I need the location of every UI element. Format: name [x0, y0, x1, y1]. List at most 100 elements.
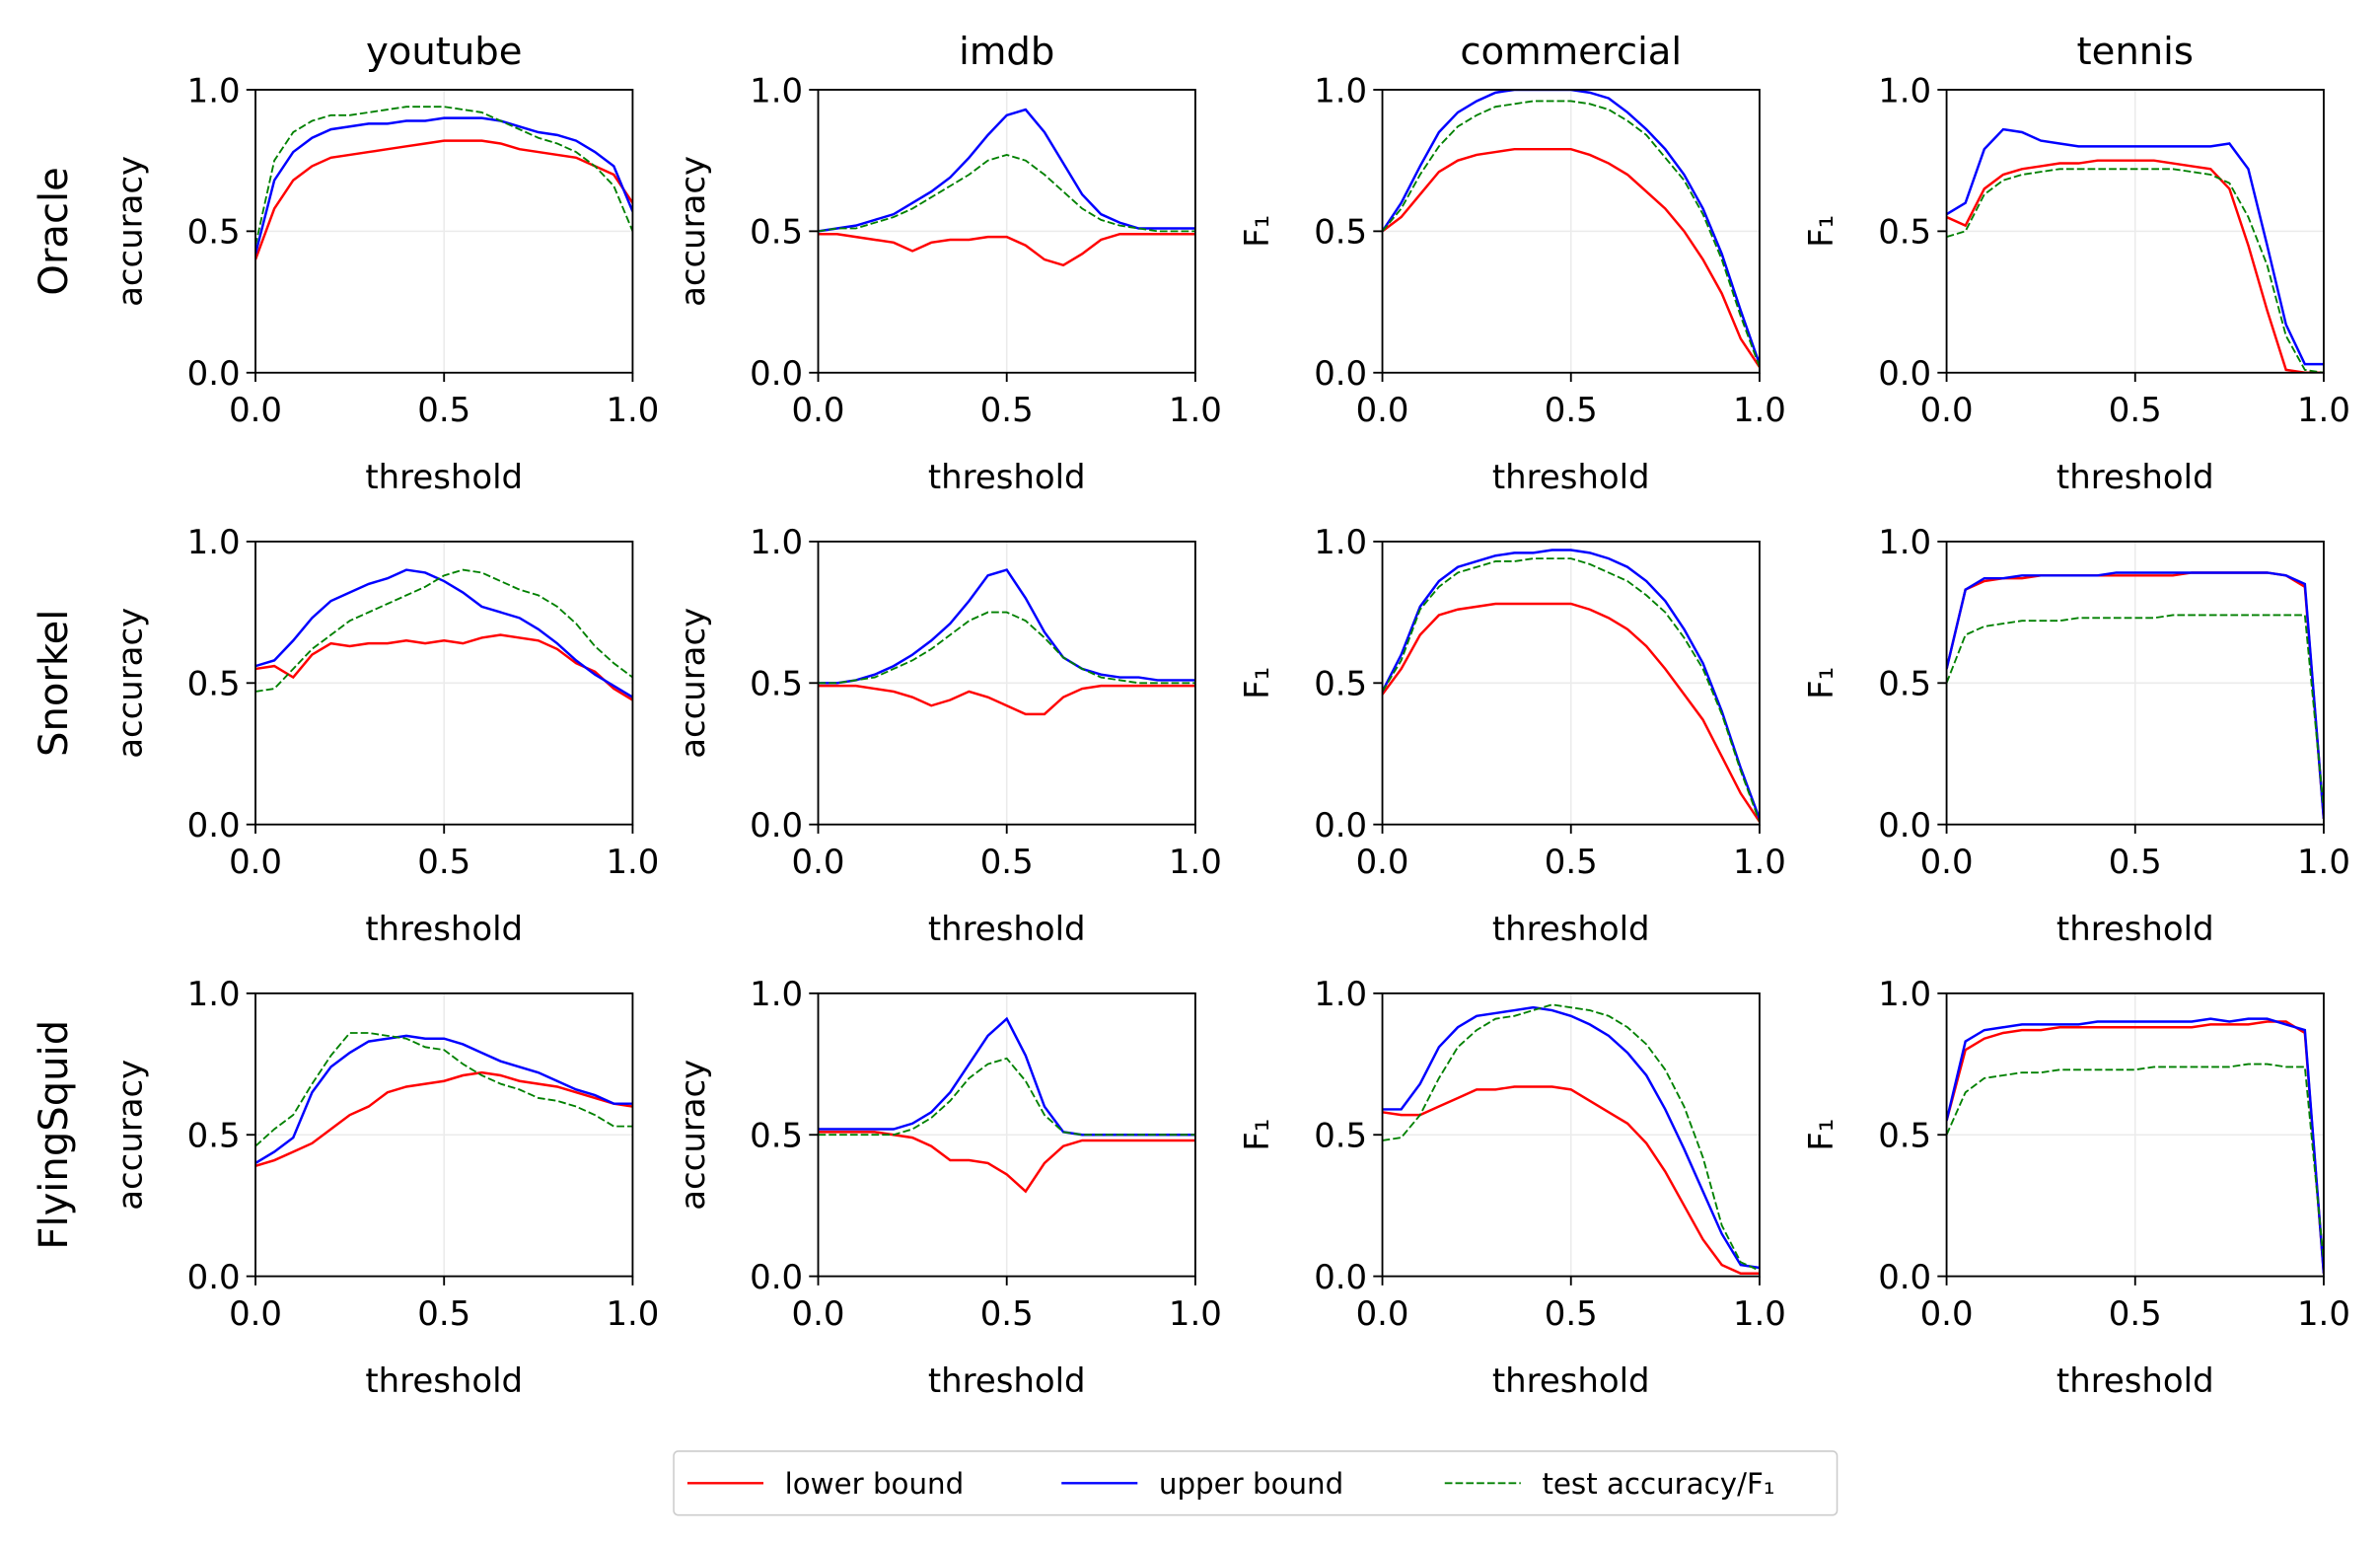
- legend-box: [673, 1450, 1839, 1516]
- x-axis-label: threshold: [928, 458, 1086, 496]
- y-tick-label: 1.0: [1878, 71, 1931, 110]
- x-tick-label: 0.5: [2109, 843, 2162, 881]
- x-tick-label: 0.5: [417, 1294, 470, 1333]
- y-tick-label: 0.0: [187, 1258, 241, 1296]
- x-tick-label: 0.0: [1920, 391, 1974, 429]
- series-line: [818, 233, 1195, 267]
- x-tick-label: 1.0: [606, 1294, 659, 1333]
- x-tick-label: 0.5: [417, 391, 470, 429]
- x-tick-label: 0.0: [229, 843, 282, 881]
- y-tick-label: 1.0: [750, 523, 803, 561]
- y-tick-label: 0.5: [750, 665, 803, 703]
- x-tick-label: 0.0: [792, 391, 845, 429]
- y-tick-label: 0.0: [1878, 806, 1931, 845]
- series-line: [255, 106, 633, 246]
- y-tick-label: 0.5: [187, 1117, 241, 1155]
- x-tick-label: 1.0: [2297, 391, 2350, 429]
- x-tick-label: 0.5: [1545, 843, 1598, 881]
- x-tick-label: 0.0: [229, 391, 282, 429]
- x-tick-label: 0.5: [1545, 391, 1598, 429]
- series-line: [818, 568, 1195, 685]
- y-tick-label: 1.0: [1314, 71, 1367, 110]
- x-axis-label: threshold: [2056, 1361, 2214, 1400]
- series-line: [1382, 549, 1760, 820]
- x-tick-label: 1.0: [1733, 843, 1786, 881]
- series-line: [1382, 1005, 1760, 1270]
- y-axis-label: F₁: [1238, 215, 1276, 248]
- y-tick-label: 0.0: [187, 806, 241, 845]
- series-line: [1382, 1085, 1760, 1275]
- series-line: [818, 153, 1195, 233]
- x-tick-label: 1.0: [1169, 843, 1222, 881]
- series-line: [255, 568, 633, 698]
- y-tick-label: 0.0: [750, 806, 803, 845]
- y-tick-label: 0.5: [1314, 213, 1367, 252]
- y-tick-label: 0.5: [750, 213, 803, 252]
- x-tick-label: 1.0: [2297, 1294, 2350, 1333]
- y-tick-label: 0.5: [187, 665, 241, 703]
- x-axis-label: threshold: [1492, 1361, 1650, 1400]
- x-tick-label: 0.0: [792, 1294, 845, 1333]
- legend-label: test accuracy/F₁: [1542, 1467, 1774, 1501]
- row-label: Snorkel: [32, 610, 77, 757]
- x-axis-label: threshold: [365, 1361, 523, 1400]
- y-axis-label: F₁: [1802, 1119, 1840, 1151]
- y-tick-label: 1.0: [1878, 975, 1931, 1013]
- y-tick-label: 1.0: [187, 523, 241, 561]
- series-line: [1946, 614, 2324, 811]
- y-axis-label: F₁: [1802, 215, 1840, 248]
- series-line: [1382, 557, 1760, 823]
- series-line: [818, 1057, 1195, 1137]
- y-tick-label: 1.0: [1878, 523, 1931, 561]
- y-tick-label: 0.0: [1878, 354, 1931, 393]
- y-tick-label: 1.0: [750, 71, 803, 110]
- legend-label: lower bound: [785, 1467, 965, 1501]
- x-tick-label: 1.0: [1733, 1294, 1786, 1333]
- x-axis-label: threshold: [1492, 458, 1650, 496]
- x-tick-label: 0.5: [2109, 391, 2162, 429]
- series-line: [818, 684, 1195, 716]
- series-line: [255, 568, 633, 693]
- x-tick-label: 0.0: [1356, 843, 1409, 881]
- y-axis-label: F₁: [1802, 667, 1840, 699]
- y-tick-label: 0.0: [1314, 1258, 1367, 1296]
- y-tick-label: 1.0: [187, 975, 241, 1013]
- x-axis-label: threshold: [2056, 910, 2214, 948]
- y-tick-label: 0.5: [1878, 213, 1931, 252]
- x-tick-label: 0.0: [1356, 391, 1409, 429]
- series-line: [255, 1070, 633, 1167]
- y-tick-label: 1.0: [1314, 975, 1367, 1013]
- y-tick-label: 0.5: [1878, 665, 1931, 703]
- series-line: [255, 116, 633, 255]
- y-axis-label: F₁: [1238, 667, 1276, 699]
- subplot-title: commercial: [1460, 30, 1682, 74]
- y-tick-label: 0.5: [1314, 1117, 1367, 1155]
- series-line: [1382, 1003, 1760, 1272]
- y-tick-label: 1.0: [187, 71, 241, 110]
- series-line: [1382, 147, 1760, 368]
- x-tick-label: 0.0: [1920, 1294, 1974, 1333]
- series-line: [1946, 571, 2324, 820]
- subplot-title: imdb: [959, 30, 1054, 74]
- y-tick-label: 0.0: [1314, 354, 1367, 393]
- x-tick-label: 1.0: [606, 843, 659, 881]
- x-tick-label: 0.0: [229, 1294, 282, 1333]
- x-axis-label: threshold: [928, 910, 1086, 948]
- series-line: [1382, 602, 1760, 823]
- series-line: [1946, 1063, 2324, 1263]
- y-axis-label: accuracy: [674, 608, 712, 759]
- y-tick-label: 0.0: [750, 1258, 803, 1296]
- row-label: FlyingSquid: [32, 1020, 77, 1250]
- y-axis-label: accuracy: [674, 156, 712, 307]
- y-tick-label: 1.0: [1314, 523, 1367, 561]
- y-axis-label: F₁: [1238, 1119, 1276, 1151]
- series-line: [255, 633, 633, 701]
- y-tick-label: 1.0: [750, 975, 803, 1013]
- legend-label: upper bound: [1159, 1467, 1343, 1501]
- series-line: [255, 139, 633, 260]
- series-line: [818, 611, 1195, 685]
- x-tick-label: 0.0: [792, 843, 845, 881]
- y-axis-label: accuracy: [674, 1060, 712, 1211]
